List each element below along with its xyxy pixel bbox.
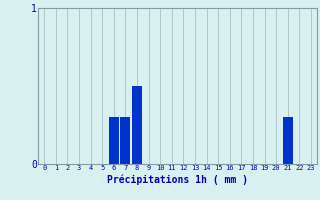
- Bar: [283, 117, 293, 164]
- Bar: [109, 117, 119, 164]
- X-axis label: Précipitations 1h ( mm ): Précipitations 1h ( mm ): [107, 174, 248, 185]
- Bar: [120, 117, 130, 164]
- Bar: [132, 86, 142, 164]
